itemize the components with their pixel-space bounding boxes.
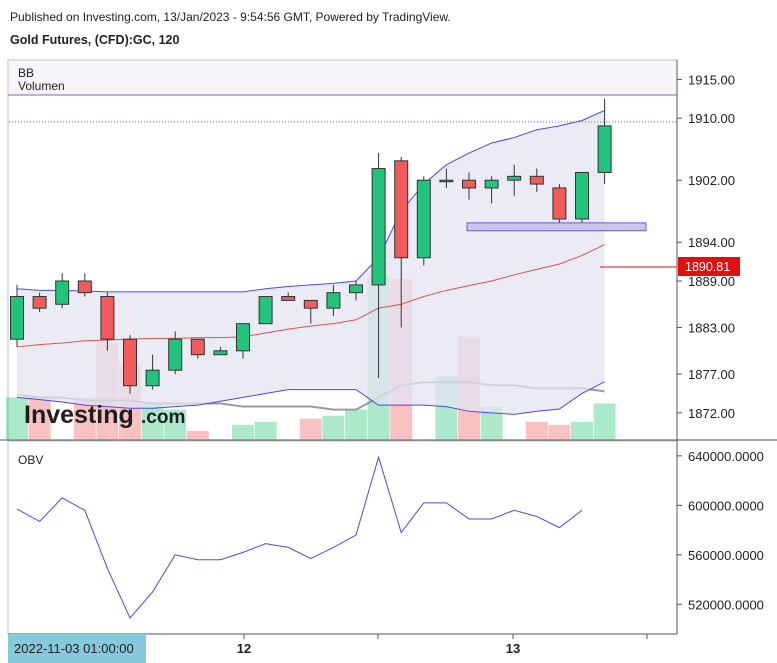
candle-body-12: [281, 296, 296, 301]
candle-body-18: [416, 179, 431, 259]
volume-bar-26: [593, 403, 616, 440]
legend-bb: BB: [18, 66, 34, 80]
time-tick-label-1: 13: [506, 641, 520, 656]
candle-body-2: [55, 280, 70, 305]
candle-body-19: [439, 179, 454, 183]
candle-body-5: [123, 338, 137, 387]
logo-text-com: .com: [141, 407, 185, 428]
volume-bar-11: [254, 421, 277, 440]
symbol-title: Gold Futures, (CFD):GC, 120: [10, 33, 180, 47]
last-price-label: 1890.81: [685, 260, 730, 274]
bb-lower-line: [16, 381, 605, 415]
crosshair-time-label: 2022-11-03 01:00:00: [14, 641, 134, 656]
legend-volume: Volumen: [18, 79, 65, 93]
candle-body-15: [349, 284, 363, 294]
volume-bar-8: [186, 430, 209, 440]
obv-pane-frame: [7, 440, 678, 635]
bb-fill: [17, 110, 605, 415]
volume-bar-24: [548, 424, 571, 440]
volume-bar-10: [232, 424, 254, 440]
candle-body-11: [258, 296, 273, 325]
candle-layer: [10, 98, 612, 394]
candle-body-22: [507, 175, 522, 181]
price-tick-label-3: 1894.00: [688, 235, 735, 250]
candle-body-25: [575, 171, 589, 220]
obv-line: [16, 455, 583, 619]
candle-body-21: [484, 179, 499, 189]
bollinger-bands-layer: [16, 109, 605, 415]
highlight-range-box: [466, 222, 647, 232]
volume-bar-23: [525, 421, 548, 440]
legend-band: [9, 61, 676, 95]
time-tick-label-0: 12: [237, 641, 251, 656]
last-price-box: [678, 256, 740, 276]
axis-layer: 1915.00 1910.00 1902.00 1894.00 1889.00 1883.…: [237, 72, 735, 656]
bb-upper-line: [16, 109, 605, 293]
volume-bar-25: [571, 421, 593, 440]
overlay-layer: 1890.81: [9, 121, 740, 276]
volume-bar-6: [141, 403, 164, 440]
candle-body-9: [213, 350, 228, 356]
price-tick-label-2: 1902.00: [688, 173, 735, 188]
bb-basis-line: [16, 244, 605, 348]
price-tick-label-1: 1910.00: [688, 111, 735, 126]
obv-title: OBV: [18, 453, 43, 467]
candle-body-3: [77, 280, 92, 294]
candle-body-7: [168, 338, 183, 371]
volume-bar-13: [299, 418, 322, 440]
candle-body-1: [32, 296, 47, 309]
candle-body-16: [371, 168, 386, 286]
price-tick-label-0: 1915.00: [688, 72, 735, 87]
candle-body-13: [303, 299, 318, 309]
volume-bar-7: [164, 409, 187, 440]
volume-bar-15: [345, 409, 367, 440]
obv-tick-label-1: 600000.0000: [688, 498, 764, 513]
candle-body-6: [145, 369, 160, 387]
candle-body-23: [529, 175, 544, 185]
price-tick-label-4: 1889.00: [688, 274, 735, 289]
published-header: Published on Investing.com, 13/Jan/2023 …: [10, 10, 451, 24]
crosshair-time-box: [8, 634, 146, 663]
candle-body-0: [10, 296, 24, 340]
candle-body-8: [190, 338, 205, 356]
volume-bar-21: [480, 406, 503, 440]
price-tick-label-7: 1872.00: [688, 406, 735, 421]
obv-tick-label-2: 560000.0000: [688, 548, 764, 563]
candle-body-17: [394, 160, 409, 259]
volume-bar-3: [73, 397, 96, 440]
candle-body-4: [100, 296, 115, 340]
candle-body-24: [552, 187, 567, 220]
price-tick-label-6: 1877.00: [688, 367, 735, 382]
investing-logo: Investing .com: [24, 401, 185, 429]
obv-tick-label-0: 640000.0000: [688, 449, 764, 464]
obv-layer: 640000.0000 600000.0000 560000.0000 520000.…: [16, 449, 764, 619]
volume-bar-1: [28, 397, 51, 440]
candle-body-14: [326, 292, 341, 309]
volume-bar-14: [322, 415, 345, 440]
volume-bar-0: [6, 397, 28, 440]
candle-body-10: [236, 323, 250, 352]
price-tick-label-5: 1883.00: [688, 321, 735, 336]
obv-tick-label-3: 520000.0000: [688, 597, 764, 612]
logo-text-main: Investing: [24, 401, 134, 429]
candle-body-20: [462, 179, 476, 189]
candle-body-26: [597, 125, 612, 173]
